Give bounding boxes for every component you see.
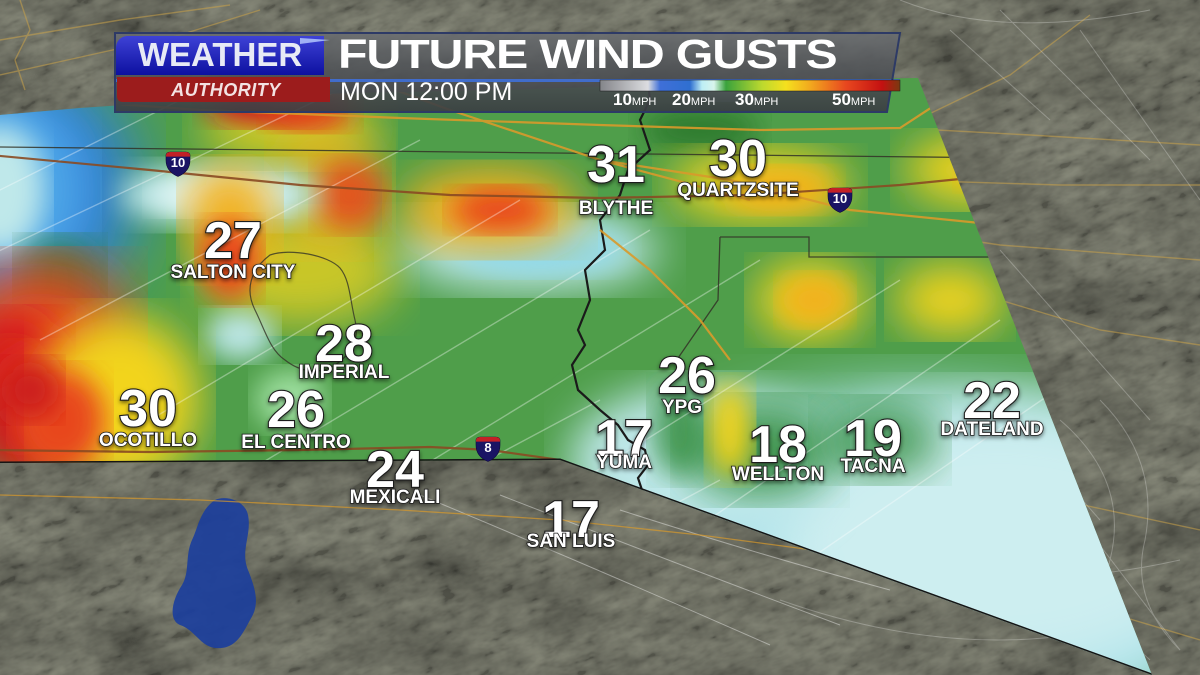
- svg-text:8: 8: [484, 440, 491, 455]
- svg-text:YUMA: YUMA: [596, 452, 652, 473]
- svg-text:10: 10: [833, 191, 847, 206]
- svg-text:26: 26: [267, 381, 325, 439]
- svg-text:FUTURE WIND GUSTS: FUTURE WIND GUSTS: [338, 31, 837, 78]
- svg-text:YPG: YPG: [662, 397, 702, 418]
- svg-text:AUTHORITY: AUTHORITY: [170, 80, 282, 100]
- svg-text:BLYTHE: BLYTHE: [579, 198, 653, 219]
- svg-text:OCOTILLO: OCOTILLO: [99, 430, 197, 451]
- svg-text:TACNA: TACNA: [840, 456, 905, 477]
- svg-text:10: 10: [171, 155, 185, 170]
- svg-text:DATELAND: DATELAND: [940, 419, 1043, 440]
- svg-text:QUARTZSITE: QUARTZSITE: [677, 180, 798, 201]
- svg-text:SALTON CITY: SALTON CITY: [171, 262, 296, 283]
- svg-text:WEATHER: WEATHER: [138, 36, 303, 73]
- svg-text:SAN LUIS: SAN LUIS: [527, 531, 616, 552]
- svg-text:IMPERIAL: IMPERIAL: [299, 362, 390, 383]
- svg-text:31: 31: [587, 136, 645, 194]
- svg-text:WELLTON: WELLTON: [732, 464, 824, 485]
- svg-text:EL CENTRO: EL CENTRO: [241, 432, 350, 453]
- svg-text:MEXICALI: MEXICALI: [350, 487, 441, 508]
- svg-text:MON 12:00 PM: MON 12:00 PM: [340, 78, 512, 106]
